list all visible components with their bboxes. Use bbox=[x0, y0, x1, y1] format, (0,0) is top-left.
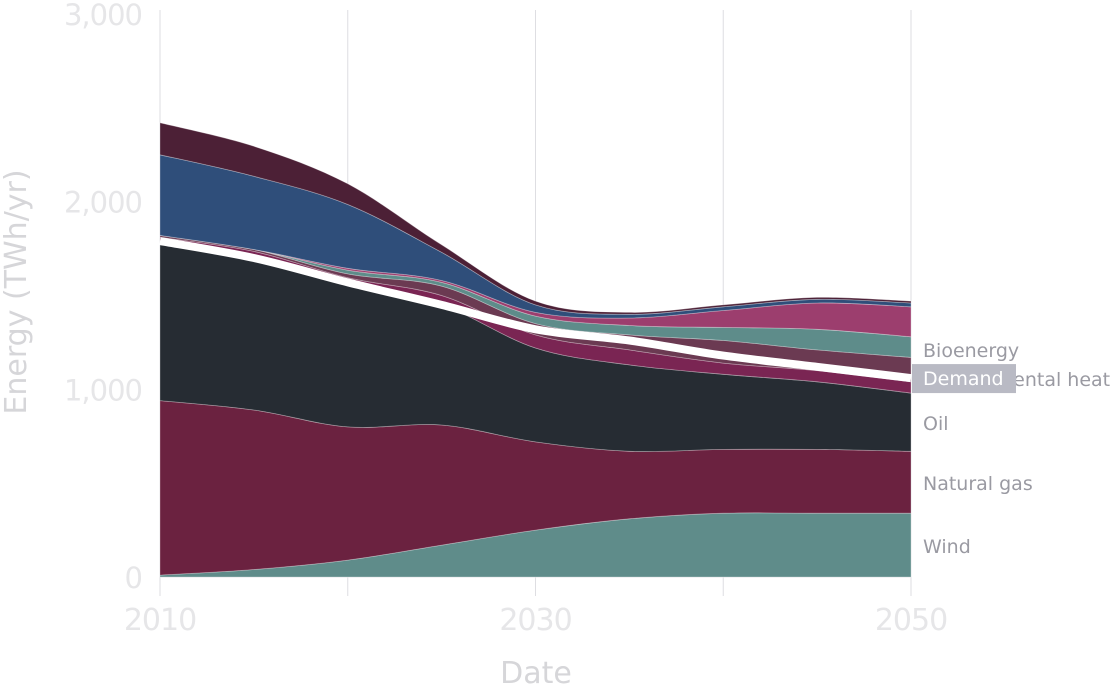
y-axis-title: Energy (TWh/yr) bbox=[0, 169, 34, 414]
x-tick-label: 2030 bbox=[499, 603, 571, 638]
series-8-area bbox=[159, 122, 912, 315]
series-label: Bioenergy bbox=[923, 340, 1019, 362]
x-tick-label: 2010 bbox=[124, 603, 196, 638]
y-tick-label: 1,000 bbox=[64, 373, 142, 407]
y-tick-label: 3,000 bbox=[64, 0, 142, 32]
demand-label: Demand bbox=[923, 368, 1004, 390]
x-tick-label: 2050 bbox=[875, 603, 947, 638]
bioenergy-area bbox=[159, 235, 912, 358]
environmental-heat-area bbox=[159, 234, 912, 383]
x-axis-title: Date bbox=[500, 656, 572, 685]
demand-line bbox=[159, 237, 912, 383]
series-label: Wind bbox=[923, 536, 971, 558]
y-tick-label: 2,000 bbox=[64, 186, 142, 220]
wind-area bbox=[159, 512, 912, 578]
series-label: Natural gas bbox=[923, 473, 1033, 495]
natural-gas-area bbox=[159, 400, 912, 576]
area-series bbox=[159, 122, 912, 578]
series-7-area bbox=[159, 154, 912, 319]
demand-layer bbox=[159, 237, 912, 383]
y-tick-label: 0 bbox=[125, 561, 142, 595]
series-6-area bbox=[159, 235, 912, 338]
series-label: Oil bbox=[923, 413, 949, 435]
demand-label-box bbox=[912, 364, 1016, 394]
axis-ticks: 0 1,000 2,000 3,000 2010 2030 2050 bbox=[64, 0, 948, 638]
